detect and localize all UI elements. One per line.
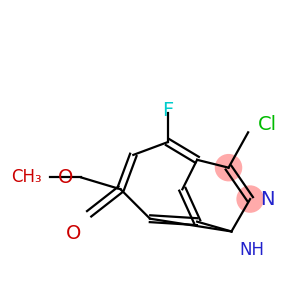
Text: F: F: [162, 101, 173, 120]
Text: NH: NH: [239, 241, 264, 259]
Text: O: O: [58, 168, 74, 187]
Text: Cl: Cl: [258, 115, 277, 134]
Text: CH₃: CH₃: [11, 169, 42, 187]
Text: N: N: [260, 190, 274, 208]
Text: O: O: [66, 224, 81, 243]
Circle shape: [215, 154, 242, 182]
Circle shape: [236, 185, 264, 213]
